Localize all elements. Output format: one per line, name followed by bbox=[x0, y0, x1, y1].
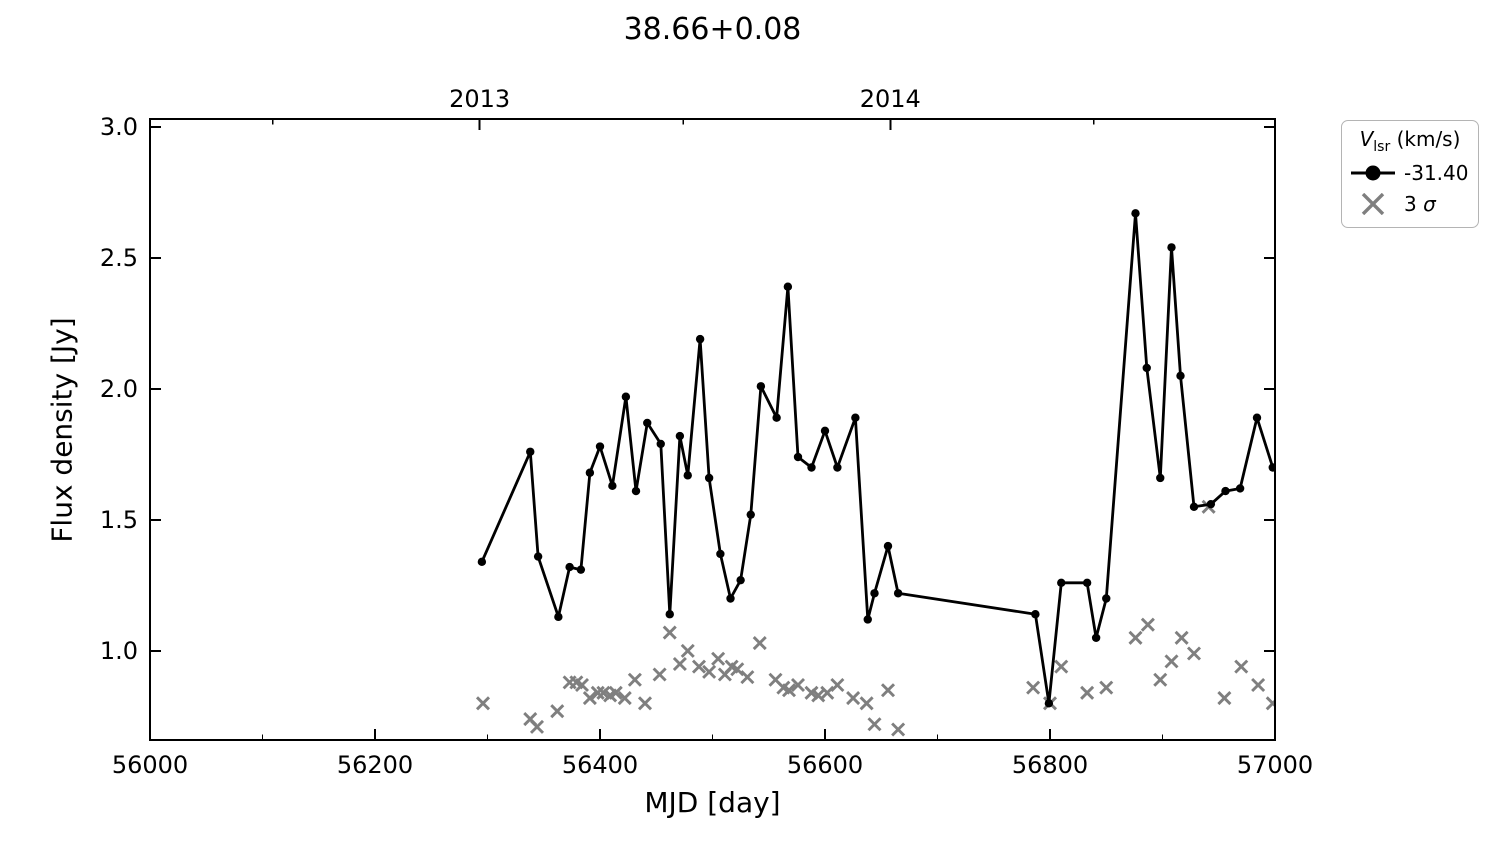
sigma-scatter-series bbox=[475, 499, 1276, 737]
legend-box: Vlsr (km/s) -31.40 3 σ bbox=[1341, 120, 1479, 228]
legend-title-v: V bbox=[1359, 127, 1374, 151]
y-tick-label: 1.0 bbox=[100, 637, 138, 665]
y-tick-label: 2.0 bbox=[100, 375, 138, 403]
legend-title-sub: lsr bbox=[1373, 139, 1391, 155]
x-tick-label: 56600 bbox=[787, 751, 863, 779]
year-tick-label: 2014 bbox=[860, 85, 921, 113]
legend-entry-sigma: 3 σ bbox=[1350, 188, 1470, 219]
x-tick-label: 56000 bbox=[112, 751, 188, 779]
legend-title: Vlsr (km/s) bbox=[1350, 127, 1470, 155]
x-marker-icon bbox=[1350, 192, 1398, 215]
legend-entry-label: 3 σ bbox=[1404, 191, 1436, 216]
x-tick-label: 57000 bbox=[1237, 751, 1313, 779]
x-axis-label: MJD [day] bbox=[644, 786, 781, 819]
legend-entry-vlsr: -31.40 bbox=[1350, 157, 1470, 188]
y-tick-label: 2.5 bbox=[100, 244, 138, 272]
legend-entry-label: -31.40 bbox=[1404, 160, 1469, 185]
plot-spines bbox=[149, 118, 1276, 741]
flux-line-series bbox=[477, 209, 1276, 708]
line-dot-marker-icon bbox=[1350, 164, 1398, 182]
plot-series bbox=[475, 209, 1276, 737]
x-tick-label: 56200 bbox=[337, 751, 413, 779]
axis-ticks bbox=[149, 119, 1276, 740]
y-tick-label: 3.0 bbox=[100, 113, 138, 141]
year-tick-label: 2013 bbox=[449, 85, 510, 113]
tick-labels: 56000 56200 56400 56600 56800 57000 1.0 1.5 2.0 2… bbox=[100, 85, 1313, 779]
plot-title: 38.66+0.08 bbox=[623, 12, 802, 47]
legend-title-units: (km/s) bbox=[1390, 127, 1461, 151]
y-axis-label: Flux density [Jy] bbox=[45, 317, 79, 543]
x-tick-label: 56400 bbox=[562, 751, 638, 779]
y-tick-label: 1.5 bbox=[100, 506, 138, 534]
x-tick-label: 56800 bbox=[1012, 751, 1088, 779]
